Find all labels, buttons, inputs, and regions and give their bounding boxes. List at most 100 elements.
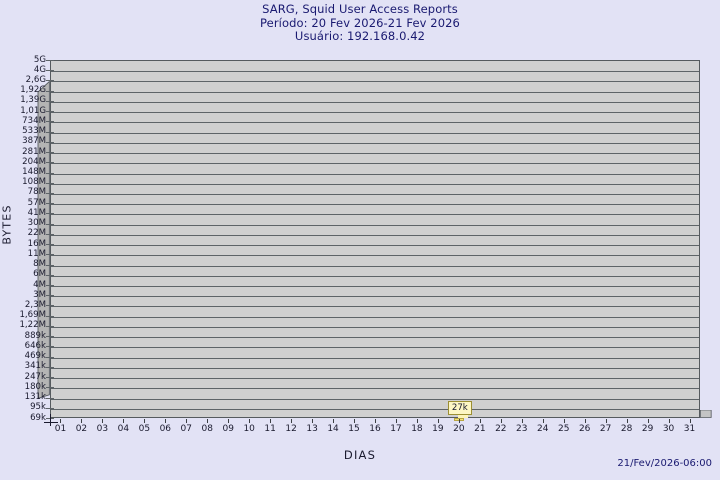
y-axis-tick-mark [46, 121, 54, 123]
x-axis-tick-label: 09 [222, 424, 234, 434]
gridline [51, 378, 699, 379]
gridline [51, 368, 699, 369]
gridline [51, 174, 699, 175]
y-axis-tick-mark [46, 254, 54, 256]
x-axis-tick-label: 22 [495, 424, 507, 434]
x-axis-tick-mark [543, 419, 544, 423]
y-axis-tick-label: 41M [27, 207, 46, 218]
gridline [51, 266, 699, 267]
gridline [51, 358, 699, 359]
x-axis-tick-label: 14 [327, 424, 339, 434]
x-axis-tick-mark [438, 419, 439, 423]
x-axis-tick-mark [564, 419, 565, 423]
y-axis-tick-mark [46, 100, 54, 102]
x-axis-tick-label: 15 [348, 424, 360, 434]
y-axis-tick-mark [46, 366, 54, 368]
y-axis-tick-label: 341k [24, 361, 46, 372]
y-axis-tick-mark [46, 213, 54, 215]
gridline [51, 71, 699, 72]
x-axis-tick-mark [312, 419, 313, 423]
x-axis-tick-mark [648, 419, 649, 423]
gridline [51, 347, 699, 348]
y-axis-tick-mark [46, 274, 54, 276]
gridline [51, 245, 699, 246]
x-axis-tick-mark [81, 419, 82, 423]
y-axis-tick-label: 734M [22, 115, 46, 126]
y-axis-tick-mark [46, 70, 54, 72]
x-axis-tick-labels: 01 02 03 04 05 06 07 08 09 10 11 12 13 14 15 16 17 18 19 20… [0, 424, 720, 440]
x-axis-tick-mark [228, 419, 229, 423]
y-axis-tick-label: 57M [27, 197, 46, 208]
y-axis-tick-label: 5G [33, 54, 46, 65]
gridline [51, 225, 699, 226]
plot-box [50, 60, 700, 418]
gridlines [51, 61, 699, 417]
gridline [51, 194, 699, 195]
y-axis-tick-label: 1,01G [20, 105, 46, 116]
y-axis-tick-label: 95k [30, 402, 46, 413]
x-axis-tick-label: 05 [138, 424, 151, 434]
x-axis-tick-mark [144, 419, 145, 423]
x-axis-tick-mark [249, 419, 250, 423]
gridline [51, 133, 699, 134]
y-axis-tick-label: 8M [33, 259, 46, 270]
x-axis-tick-label: 20 [453, 424, 465, 434]
x-axis-tick-mark [333, 419, 334, 423]
x-axis-tick-label: 21 [474, 424, 486, 434]
gridline [51, 153, 699, 154]
y-axis-tick-label: 387M [22, 136, 46, 147]
y-axis-tick-mark [46, 407, 54, 409]
x-axis-tick-label: 11 [264, 424, 276, 434]
x-axis-tick-mark [669, 419, 670, 423]
y-axis-tick-label: 16M [27, 238, 46, 249]
y-axis-tick-label: 469k [24, 351, 46, 362]
gridline [51, 327, 699, 328]
x-axis-tick-label: 17 [390, 424, 402, 434]
y-axis-tick-mark [46, 356, 54, 358]
chart-title-block: SARG, Squid User Access Reports Período:… [0, 2, 720, 44]
x-axis-tick-mark [585, 419, 586, 423]
x-axis-tick-label: 26 [578, 424, 591, 434]
x-axis-tick-label: 19 [432, 424, 444, 434]
x-axis-tick-label: 24 [537, 424, 549, 434]
y-axis-tick-label: 281M [22, 146, 46, 157]
y-axis-tick-label: 204M [22, 156, 46, 167]
y-axis-tick-mark [46, 172, 54, 174]
gridline [51, 409, 699, 410]
y-axis-tick-mark [46, 162, 54, 164]
y-axis-tick-label: 6M [33, 269, 46, 280]
x-axis-tick-label: 31 [683, 424, 696, 434]
gridline [51, 317, 699, 318]
y-axis-tick-label: 247k [24, 371, 46, 382]
y-axis-tick-mark [46, 131, 54, 133]
report-generated-timestamp: 21/Fev/2026-06:00 [617, 458, 712, 469]
y-axis-tick-mark [46, 346, 54, 348]
plot-left-3d-panel [37, 80, 50, 399]
x-axis-tick-mark [396, 419, 397, 423]
gridline [51, 163, 699, 164]
x-axis-tick-label: 29 [641, 424, 654, 434]
x-axis-tick-label: 12 [285, 424, 297, 434]
x-axis-tick-mark [417, 419, 418, 423]
x-axis-tick-mark [522, 419, 523, 423]
gridline [51, 388, 699, 389]
x-axis-tick-label: 02 [75, 424, 88, 434]
plot-area [37, 58, 712, 423]
x-axis-title: DIAS [343, 448, 377, 462]
y-axis-tick-mark [46, 387, 54, 389]
y-axis-tick-mark [46, 90, 54, 92]
x-axis-tick-mark [375, 419, 376, 423]
x-axis-tick-label: 06 [159, 424, 172, 434]
x-axis-tick-mark [606, 419, 607, 423]
y-axis-tick-label: 4M [33, 279, 46, 290]
y-axis-tick-label: 1,69M [19, 310, 46, 321]
y-axis-tick-mark [46, 315, 54, 317]
x-axis-tick-label: 27 [599, 424, 612, 434]
gridline [51, 306, 699, 307]
y-axis-tick-label: 3M [33, 289, 46, 300]
y-axis-tick-mark [46, 60, 54, 61]
data-bar[interactable] [453, 418, 464, 421]
y-axis-tick-mark [46, 182, 54, 184]
y-axis-tick-mark [46, 336, 54, 338]
y-axis-tick-label: 2,3M [24, 299, 46, 310]
